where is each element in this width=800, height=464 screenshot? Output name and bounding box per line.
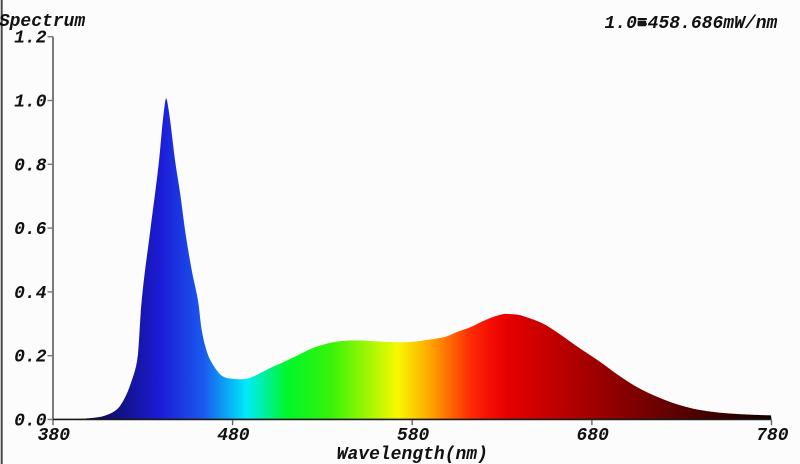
svg-text:Wavelength(nm): Wavelength(nm): [337, 445, 488, 464]
svg-text:1.0: 1.0: [14, 93, 47, 113]
svg-text:1.2: 1.2: [14, 29, 47, 49]
svg-text:0.4: 0.4: [14, 284, 47, 304]
svg-text:580: 580: [397, 426, 430, 446]
svg-text:680: 680: [576, 426, 609, 446]
svg-text:Spectrum: Spectrum: [0, 12, 85, 32]
svg-text:1.0=458.686mW/nm: 1.0=458.686mW/nm: [604, 14, 777, 34]
svg-text:480: 480: [217, 426, 250, 446]
svg-text:0.8: 0.8: [14, 156, 47, 176]
svg-text:0.0: 0.0: [14, 412, 47, 432]
svg-text:0.6: 0.6: [14, 220, 47, 240]
svg-text:0.2: 0.2: [14, 348, 47, 368]
svg-text:780: 780: [756, 426, 789, 446]
svg-text:380: 380: [38, 426, 71, 446]
